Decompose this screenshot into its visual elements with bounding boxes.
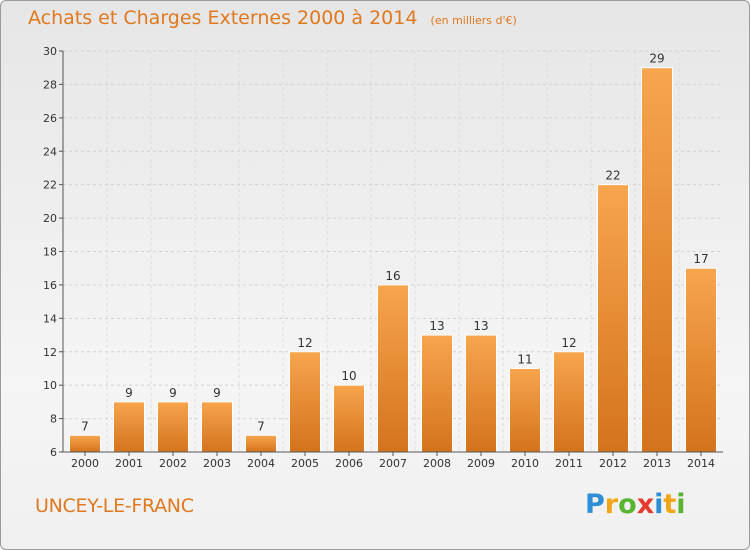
bar xyxy=(157,401,189,453)
y-tick-label: 12 xyxy=(43,346,57,359)
logo-letter: o xyxy=(618,489,637,520)
bar xyxy=(685,267,717,453)
bar xyxy=(113,401,145,453)
bar-value-label: 12 xyxy=(561,336,576,350)
bar xyxy=(465,334,497,453)
bar-value-label: 9 xyxy=(213,386,221,400)
x-tick-label: 2010 xyxy=(511,457,539,470)
x-tick-label: 2003 xyxy=(203,457,231,470)
x-tick-label: 2008 xyxy=(423,457,451,470)
y-tick-label: 30 xyxy=(43,45,57,58)
bar xyxy=(641,67,673,453)
bar-value-label: 13 xyxy=(473,319,488,333)
bar-layer xyxy=(69,67,717,453)
y-tick-label: 16 xyxy=(43,279,57,292)
commune-name: UNCEY-LE-FRANC xyxy=(35,495,194,517)
bar-value-label: 10 xyxy=(341,369,356,383)
x-tick-label: 2000 xyxy=(71,457,99,470)
y-tick-label: 22 xyxy=(43,179,57,192)
label-layer: 7 9 9 9 7 12 10 16 13 13 11 12 22 29 17 xyxy=(81,52,708,434)
bar xyxy=(69,434,101,453)
bar-value-label: 7 xyxy=(81,419,89,433)
logo-letter: i xyxy=(654,489,664,520)
y-tick-label: 28 xyxy=(43,78,57,91)
x-tick-label: 2012 xyxy=(599,457,627,470)
x-tick-label: 2011 xyxy=(555,457,583,470)
chart-header: Achats et Charges Externes 2000 à 2014 (… xyxy=(28,7,517,29)
logo-letter: x xyxy=(636,489,655,520)
x-tick-label: 2005 xyxy=(291,457,319,470)
bar xyxy=(245,434,277,453)
y-tick-label: 20 xyxy=(43,212,57,225)
bar xyxy=(509,367,541,453)
bar-value-label: 7 xyxy=(257,419,265,433)
axis-layer: 6 8 10 12 14 16 18 20 22 24 26 28 30 2000 2001 2002 2003… xyxy=(43,45,723,470)
y-tick-label: 18 xyxy=(43,246,57,259)
x-tick-label: 2007 xyxy=(379,457,407,470)
y-tick-label: 26 xyxy=(43,112,57,125)
bar xyxy=(377,284,409,453)
x-tick-label: 2006 xyxy=(335,457,363,470)
y-tick-label: 8 xyxy=(50,413,57,426)
x-tick-label: 2013 xyxy=(643,457,671,470)
bar xyxy=(289,351,321,453)
bar-value-label: 16 xyxy=(385,269,400,283)
logo-letter: t xyxy=(663,489,677,520)
bar-value-label: 13 xyxy=(429,319,444,333)
bar-value-label: 29 xyxy=(649,52,664,66)
logo-letter: r xyxy=(604,489,619,520)
logo-letter: i xyxy=(676,489,686,520)
bar xyxy=(201,401,233,453)
bar xyxy=(597,184,629,453)
logo-letter: P xyxy=(585,489,605,520)
bar xyxy=(333,384,365,453)
bar xyxy=(553,351,585,453)
x-tick-label: 2001 xyxy=(115,457,143,470)
y-tick-label: 6 xyxy=(50,446,57,459)
y-tick-label: 14 xyxy=(43,312,57,325)
chart-subtitle: (en milliers d'€) xyxy=(430,14,517,27)
x-tick-label: 2014 xyxy=(687,457,715,470)
x-tick-label: 2002 xyxy=(159,457,187,470)
proxiti-logo[interactable]: Proxiti xyxy=(585,489,686,520)
bar-value-label: 12 xyxy=(297,336,312,350)
bar-value-label: 11 xyxy=(517,352,532,366)
bar-value-label: 9 xyxy=(169,386,177,400)
chart-title: Achats et Charges Externes 2000 à 2014 xyxy=(28,7,418,29)
bar-value-label: 17 xyxy=(693,252,708,266)
bar-value-label: 9 xyxy=(125,386,133,400)
x-tick-label: 2009 xyxy=(467,457,495,470)
bar xyxy=(421,334,453,453)
bar-value-label: 22 xyxy=(605,169,620,183)
x-tick-label: 2004 xyxy=(247,457,275,470)
y-tick-label: 24 xyxy=(43,145,57,158)
y-tick-label: 10 xyxy=(43,379,57,392)
